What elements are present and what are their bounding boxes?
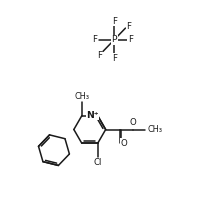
Text: F: F (112, 17, 117, 26)
Text: O: O (121, 139, 128, 147)
Text: F: F (126, 22, 131, 31)
Text: CH₃: CH₃ (74, 92, 89, 100)
Text: CH₃: CH₃ (147, 125, 163, 134)
Text: Cl: Cl (93, 158, 102, 167)
Text: N⁺: N⁺ (86, 111, 99, 120)
Text: F: F (112, 54, 117, 63)
Text: P: P (111, 35, 117, 44)
Text: F: F (97, 51, 102, 59)
Text: F: F (128, 35, 133, 44)
Text: F: F (92, 35, 97, 44)
Text: O: O (130, 119, 136, 128)
